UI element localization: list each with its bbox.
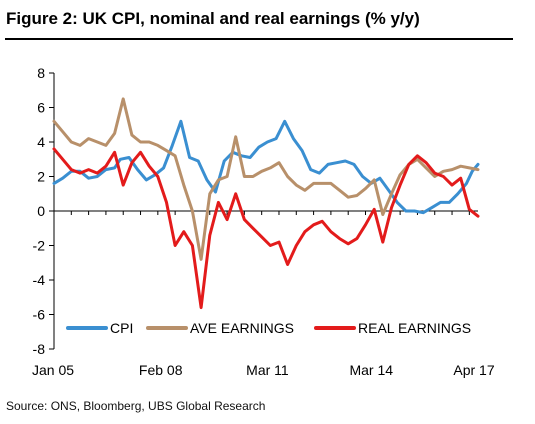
legend-label: CPI [110,320,133,336]
y-tick-label: -4 [33,272,46,288]
x-tick-label: Mar 14 [349,362,393,378]
legend-label: AVE EARNINGS [190,320,294,336]
x-tick-label: Jan 05 [32,362,74,378]
x-tick-label: Apr 17 [453,362,494,378]
x-tick-label: Mar 11 [246,362,289,378]
y-tick-label: 6 [37,100,45,116]
series-line-real-earnings [52,147,480,310]
y-tick-label: 4 [37,134,45,150]
y-tick-label: -8 [33,341,46,357]
y-tick-label: -6 [33,307,46,323]
y-tick-label: 0 [37,203,45,219]
x-tick-label: Feb 08 [139,362,183,378]
series-line-ave-earnings [52,97,480,261]
legend-label: REAL EARNINGS [358,320,471,336]
figure-title: Figure 2: UK CPI, nominal and real earni… [6,9,420,28]
y-tick-label: -2 [33,238,46,254]
title-divider [5,38,513,40]
y-tick-label: 8 [37,65,45,81]
source-note: Source: ONS, Bloomberg, UBS Global Resea… [6,399,266,413]
y-tick-label: 2 [37,169,45,185]
series-line-cpi [52,119,480,215]
